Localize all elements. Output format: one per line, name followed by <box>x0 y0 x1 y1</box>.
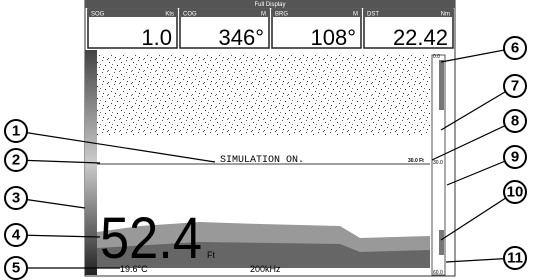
scale-label: 30.0 <box>433 160 443 166</box>
callout-number: 5 <box>12 260 20 277</box>
callout-number: 9 <box>511 149 519 166</box>
scale-zoom-bar <box>439 60 444 110</box>
callout: 11 <box>504 247 526 269</box>
panel-value: 22.42 <box>393 25 448 50</box>
callout-number: 8 <box>511 113 519 130</box>
callout: 4 <box>5 224 27 246</box>
panel-label: SOG <box>91 12 105 18</box>
depth-reading: 52.4 <box>100 206 202 271</box>
panel-label: BRG <box>275 12 288 18</box>
callout-number: 11 <box>507 250 523 267</box>
callout: 1 <box>5 120 27 142</box>
callout: 6 <box>504 37 526 59</box>
panel-unit: M <box>353 12 358 18</box>
callout-number: 2 <box>12 152 20 169</box>
panel-label: COG <box>183 12 197 18</box>
panel-label: DST <box>367 12 379 18</box>
callout: 5 <box>5 257 27 279</box>
screenshot: Full Display SOG Kts 1.0 COG M 346° BRG M 108° DS… <box>0 0 538 280</box>
callout-number: 3 <box>12 190 20 207</box>
panel-value: 346° <box>218 25 264 50</box>
callout-number: 7 <box>511 78 519 95</box>
panel-unit: M <box>261 12 266 18</box>
callout-number: 10 <box>507 184 524 201</box>
device-screen: Full Display SOG Kts 1.0 COG M 346° BRG M 108° DS… <box>85 0 455 276</box>
panel-value: 108° <box>310 25 356 50</box>
callout: 10 <box>504 181 526 203</box>
callout: 7 <box>504 75 526 97</box>
scale-label: 60.0 <box>433 270 443 276</box>
screen-title: Full Display <box>254 2 285 8</box>
callout-number: 1 <box>12 123 20 140</box>
surface-clutter <box>97 55 430 135</box>
marker-depth: 30.0 Ft <box>408 158 424 164</box>
panel-value: 1.0 <box>141 25 172 50</box>
status-text: SIMULATION ON. <box>220 155 304 166</box>
callout: 2 <box>5 149 27 171</box>
panel-unit: Kts <box>165 12 174 18</box>
depth-unit: Ft <box>207 250 215 260</box>
callout: 3 <box>5 187 27 209</box>
panel-unit: Nm <box>441 12 450 18</box>
callout-number: 4 <box>12 227 21 244</box>
water-temp: 19.6°C <box>120 264 148 274</box>
scale-bottom-bar <box>439 230 444 255</box>
callout: 9 <box>504 146 526 168</box>
callout-number: 6 <box>511 40 519 57</box>
frequency: 200kHz <box>250 264 281 274</box>
scale-label: 0.0 <box>433 54 440 60</box>
callout: 8 <box>504 110 526 132</box>
